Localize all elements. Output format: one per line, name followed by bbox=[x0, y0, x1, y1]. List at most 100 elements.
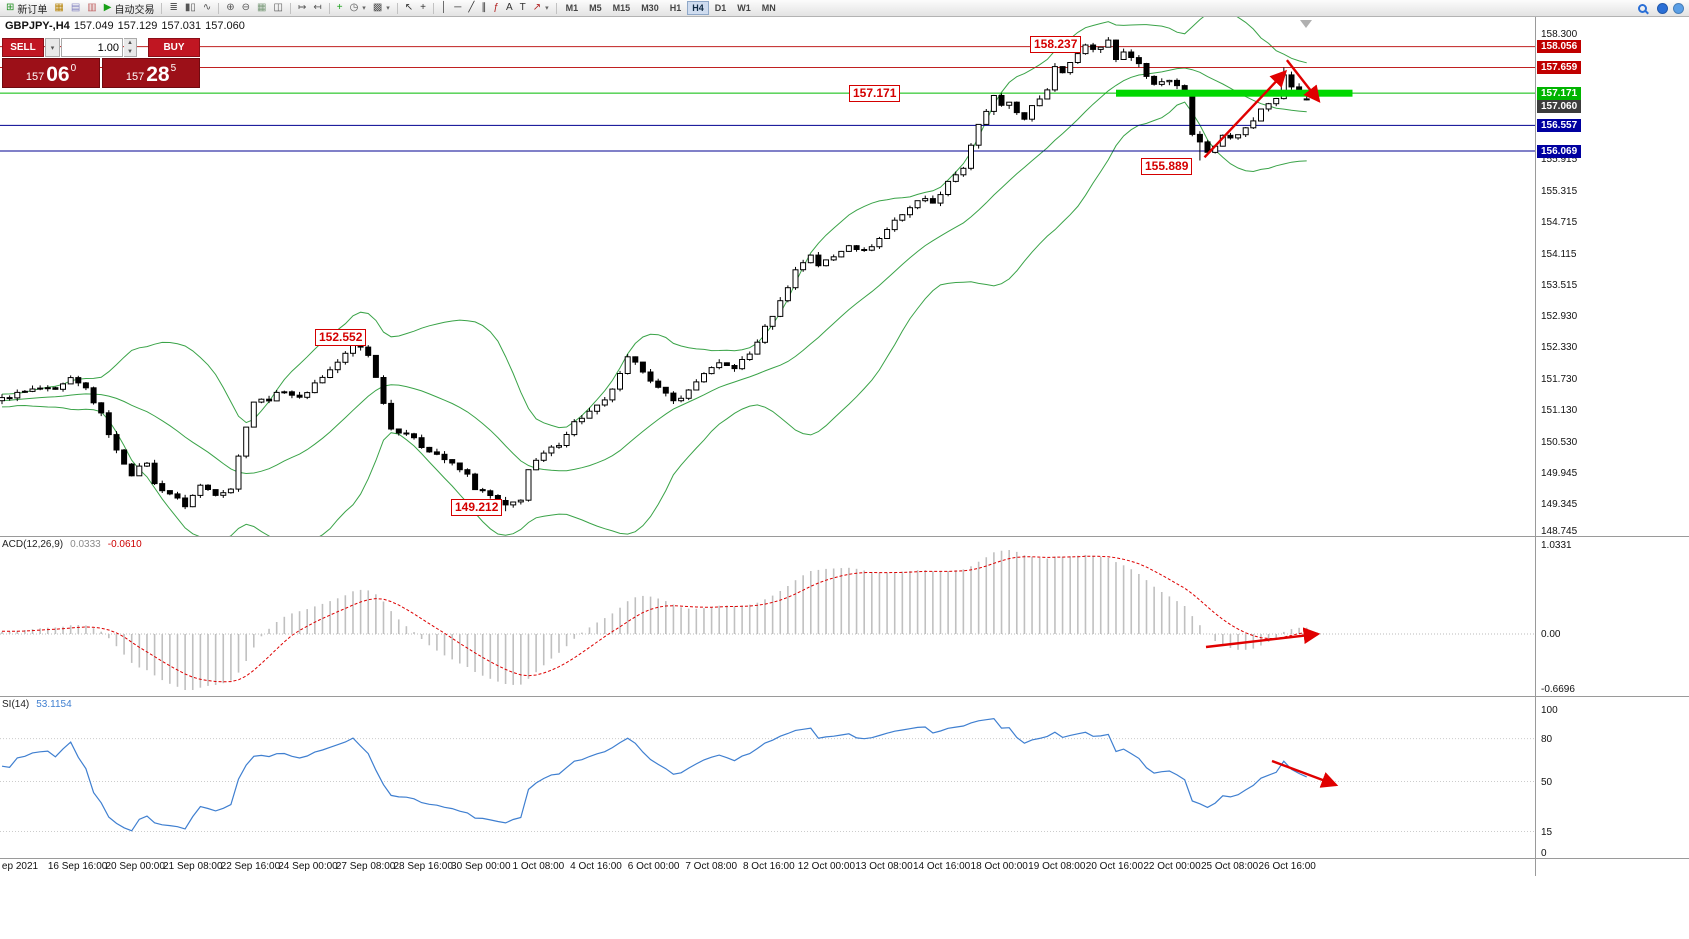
buy-price-button[interactable]: 157 28 5 bbox=[102, 58, 200, 88]
crosshair-icon-glyph: + bbox=[420, 2, 427, 13]
tile-windows-icon-glyph: ◫ bbox=[273, 2, 283, 13]
timeframe-button-mn[interactable]: MN bbox=[761, 3, 776, 13]
time-axis-label: 16 Sep 16:00 bbox=[47, 861, 108, 872]
price-annotation[interactable]: 157.171 bbox=[849, 85, 901, 102]
macd-indicator-label: ACD(12,26,9) 0.0333 -0.0610 bbox=[2, 539, 142, 550]
buy-price-sup: 5 bbox=[170, 63, 177, 74]
time-axis-label: 6 Oct 00:00 bbox=[627, 861, 680, 872]
chart-window-icon[interactable]: ▦ bbox=[51, 1, 66, 16]
auto-scroll-icon[interactable]: ↦ bbox=[295, 1, 309, 16]
time-axis-label: 25 Oct 08:00 bbox=[1200, 861, 1259, 872]
trendline-icon[interactable]: ╱ bbox=[465, 1, 477, 16]
ohlc-close: 157.060 bbox=[205, 20, 245, 32]
dropdown-arrow-icon: ▾ bbox=[362, 5, 366, 12]
price-axis-tick: 158.300 bbox=[1541, 28, 1578, 40]
chart-shift-icon[interactable]: ↤ bbox=[310, 1, 324, 16]
grid-icon[interactable]: ▦ bbox=[254, 1, 269, 16]
profiles-icon[interactable]: ▤ bbox=[68, 1, 83, 16]
price-axis-tick: 155.915 bbox=[1541, 154, 1578, 166]
price-axis-tick: 149.345 bbox=[1541, 499, 1578, 511]
time-axis-label: 7 Oct 08:00 bbox=[685, 861, 738, 872]
volume-dropdown-button[interactable]: ▾ bbox=[45, 38, 60, 57]
timeframe-button-m30[interactable]: M30 bbox=[641, 3, 659, 13]
bars-chart-icon[interactable]: ≣ bbox=[166, 1, 180, 16]
volume-up-icon[interactable]: ▲ bbox=[127, 40, 133, 47]
time-axis-label: 27 Sep 08:00 bbox=[335, 861, 396, 872]
price-axis-tag: 156.069 bbox=[1537, 144, 1582, 158]
horizontal-line-icon[interactable]: ─ bbox=[451, 1, 464, 16]
new-order-button-label: 新订单 bbox=[17, 4, 48, 16]
time-axis-label: 8 Oct 16:00 bbox=[742, 861, 795, 872]
timeframe-button-h4[interactable]: H4 bbox=[687, 1, 709, 15]
vertical-line-icon[interactable]: │ bbox=[438, 1, 450, 16]
volume-down-icon[interactable]: ▼ bbox=[127, 48, 133, 55]
price-annotation[interactable]: 152.552 bbox=[315, 329, 367, 346]
price-axis-tick: 150.530 bbox=[1541, 436, 1578, 448]
rsi-name: SI(14) bbox=[2, 699, 30, 710]
candlestick-chart-icon[interactable]: ▮▯ bbox=[182, 1, 199, 16]
market-watch-icon[interactable]: ▥ bbox=[84, 1, 99, 16]
fibonacci-icon-glyph: ƒ bbox=[493, 2, 499, 13]
crosshair-icon[interactable]: + bbox=[417, 1, 429, 16]
timeframe-button-d1[interactable]: D1 bbox=[714, 3, 727, 13]
text-icon[interactable]: A bbox=[503, 1, 516, 16]
price-axis-tick: 152.930 bbox=[1541, 310, 1578, 322]
macd-layer bbox=[1, 550, 1308, 690]
price-axis-tick: 154.115 bbox=[1541, 248, 1577, 260]
buy-price-big: 28 bbox=[146, 63, 170, 87]
volume-input[interactable] bbox=[61, 38, 123, 57]
price-annotation[interactable]: 155.889 bbox=[1141, 158, 1193, 175]
rsi-axis-label: 0 bbox=[1541, 848, 1547, 859]
toolbar-separator bbox=[289, 2, 291, 14]
timeframe-button-h1[interactable]: H1 bbox=[669, 3, 682, 13]
time-axis-label: 14 Oct 16:00 bbox=[912, 861, 971, 872]
time-axis-label: ep 2021 bbox=[1, 861, 39, 872]
timeframe-button-m5[interactable]: M5 bbox=[589, 3, 602, 13]
dropdown-arrow-icon: ▾ bbox=[386, 5, 390, 12]
price-axis-tag: 156.557 bbox=[1537, 118, 1582, 132]
chart-shift-marker-icon bbox=[1300, 20, 1312, 28]
new-order-button[interactable]: ⊞ 新订单 bbox=[3, 1, 50, 16]
chart-window-icon-glyph: ▦ bbox=[54, 2, 64, 13]
toolbar-separator bbox=[328, 2, 330, 14]
periods-button[interactable]: ◷ ▾ bbox=[347, 1, 369, 16]
indicators-add-button[interactable]: + bbox=[334, 1, 346, 16]
cursor-icon[interactable]: ↖ bbox=[402, 1, 416, 16]
volume-spinner[interactable]: ▲ ▼ bbox=[124, 38, 137, 57]
zoom-in-icon[interactable]: ⊕ bbox=[223, 1, 237, 16]
fibonacci-icon[interactable]: ƒ bbox=[490, 1, 502, 16]
price-axis-tag: 157.060 bbox=[1537, 100, 1582, 114]
timeframe-button-m15[interactable]: M15 bbox=[612, 3, 631, 13]
channel-icon-glyph: ∥ bbox=[481, 2, 487, 13]
rsi-axis-label: 50 bbox=[1541, 776, 1553, 788]
one-click-trading-panel: SELL ▾ ▲ ▼ BUY 157 06 0 157 28 5 bbox=[2, 38, 200, 88]
search-icon[interactable] bbox=[1635, 1, 1654, 16]
macd-name: ACD(12,26,9) bbox=[2, 539, 64, 550]
buy-price-prefix: 157 bbox=[125, 70, 145, 83]
zoom-out-icon[interactable]: ⊖ bbox=[239, 1, 253, 16]
toolbar-separator bbox=[433, 2, 435, 14]
metaquotes-icon[interactable] bbox=[1673, 2, 1684, 14]
price-axis-tick: 152.330 bbox=[1541, 342, 1578, 354]
price-annotation[interactable]: 149.212 bbox=[451, 499, 503, 516]
sell-button[interactable]: SELL bbox=[2, 38, 44, 57]
arrows-icon[interactable]: ↗ ▾ bbox=[530, 1, 552, 16]
buy-button[interactable]: BUY bbox=[148, 38, 200, 57]
price-annotation[interactable]: 158.237 bbox=[1030, 36, 1082, 53]
rsi-indicator-label: SI(14) 53.1154 bbox=[2, 699, 72, 710]
label-icon[interactable]: T bbox=[517, 1, 529, 16]
community-icon[interactable] bbox=[1657, 2, 1668, 14]
autotrading-button[interactable]: ▶ 自动交易 bbox=[101, 1, 158, 16]
time-axis-label: 30 Sep 00:00 bbox=[451, 861, 511, 872]
timeframe-button-m1[interactable]: M1 bbox=[565, 3, 579, 13]
macd-signal-value: -0.0610 bbox=[107, 539, 142, 550]
chart-shift-icon-glyph: ↤ bbox=[313, 2, 322, 13]
arrows-icon-glyph: ↗ bbox=[532, 2, 542, 13]
line-chart-icon[interactable]: ∿ bbox=[200, 1, 214, 16]
timeframe-button-w1[interactable]: W1 bbox=[737, 3, 751, 13]
tile-windows-icon[interactable]: ◫ bbox=[270, 1, 285, 16]
templates-button[interactable]: ▩ ▾ bbox=[370, 1, 393, 16]
channel-icon[interactable]: ∥ bbox=[478, 1, 489, 16]
sell-price-button[interactable]: 157 06 0 bbox=[2, 58, 100, 88]
